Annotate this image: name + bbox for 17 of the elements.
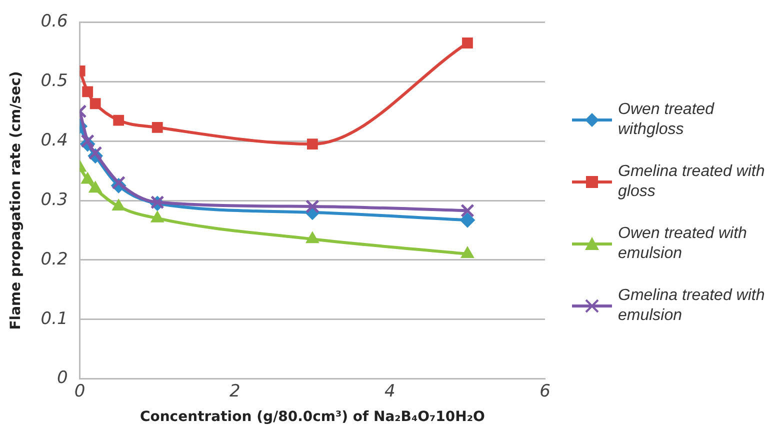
y-tick-label: 0.4: [40, 130, 68, 150]
x-tick-label: 4: [384, 381, 396, 402]
y-axis-title: Flame propagation rate (cm/sec): [8, 71, 24, 330]
y-tick-label: 0.5: [40, 71, 68, 92]
legend-label: Gmelina treated with emulsion: [618, 286, 766, 326]
x-tick-label: 2: [229, 381, 240, 402]
legend-label: Owen treated withgloss: [618, 100, 716, 140]
y-tick-label: 0.1: [40, 308, 68, 329]
y-tick-label: 0.3: [40, 190, 68, 210]
legend-label: Gmelina treated with gloss: [618, 162, 766, 202]
x-tick-label: 0: [74, 381, 86, 402]
y-tick-label: 0: [57, 368, 68, 388]
y-tick-label: 0.2: [40, 249, 68, 270]
y-tick-label: 0.6: [40, 12, 68, 32]
x-axis-title: Concentration (g/80.0cm³) of Na₂B₄O₇10H₂O: [140, 409, 485, 426]
x-tick-label: 6: [540, 381, 551, 402]
legend-label: Owen treated with emulsion: [618, 224, 748, 264]
